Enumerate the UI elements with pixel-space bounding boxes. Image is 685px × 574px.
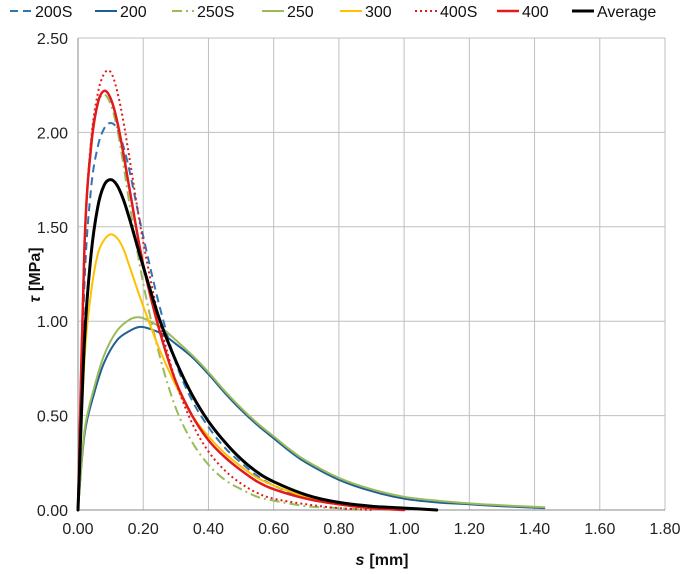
series-line-250: [77, 316, 546, 511]
y-axis-label: τ [MPa]: [27, 247, 44, 302]
legend: 200S 200 250S 250 300 400S 400 Average: [10, 4, 656, 21]
y-tick-label: 2.00: [37, 125, 68, 142]
legend-label: Average: [597, 4, 656, 21]
legend-label: 300: [365, 4, 392, 21]
x-axis-label: s [mm]: [355, 552, 408, 569]
x-axis-symbol: s: [355, 552, 364, 569]
legend-label: 250: [287, 4, 314, 21]
legend-label: 200S: [35, 4, 72, 21]
legend-label: 400: [522, 4, 549, 21]
series-line-200: [77, 325, 546, 511]
legend-label: 400S: [440, 4, 477, 21]
x-tick-label: 0.80: [323, 521, 354, 538]
y-axis-symbol: τ: [27, 295, 44, 303]
y-tick-label: 1.00: [37, 314, 68, 331]
y-axis-unit: [MPa]: [27, 247, 44, 291]
tick-labels: 0.00 0.20 0.40 0.60 0.80 1.00 1.20 1.40 1.60 1.80…: [37, 31, 681, 538]
y-tick-label: 1.50: [37, 220, 68, 237]
x-tick-label: 0.60: [258, 521, 289, 538]
series-lines: [76, 69, 546, 512]
x-tick-label: 1.20: [454, 521, 485, 538]
x-tick-label: 0.20: [128, 521, 159, 538]
x-tick-label: 1.00: [389, 521, 420, 538]
x-tick-label: 1.40: [519, 521, 550, 538]
y-tick-label: 2.50: [37, 31, 68, 48]
series-line-400: [76, 89, 406, 512]
legend-label: 250S: [197, 4, 234, 21]
y-tick-label: 0.50: [37, 409, 68, 426]
x-tick-label: 1.80: [649, 521, 680, 538]
legend-label: 200: [120, 4, 147, 21]
x-tick-label: 0.40: [193, 521, 224, 538]
x-axis-unit: [mm]: [369, 552, 408, 569]
x-tick-label: 0.00: [62, 521, 93, 538]
series-line-average: [76, 178, 439, 512]
y-tick-label: 0.00: [37, 503, 68, 520]
x-tick-label: 1.60: [584, 521, 615, 538]
